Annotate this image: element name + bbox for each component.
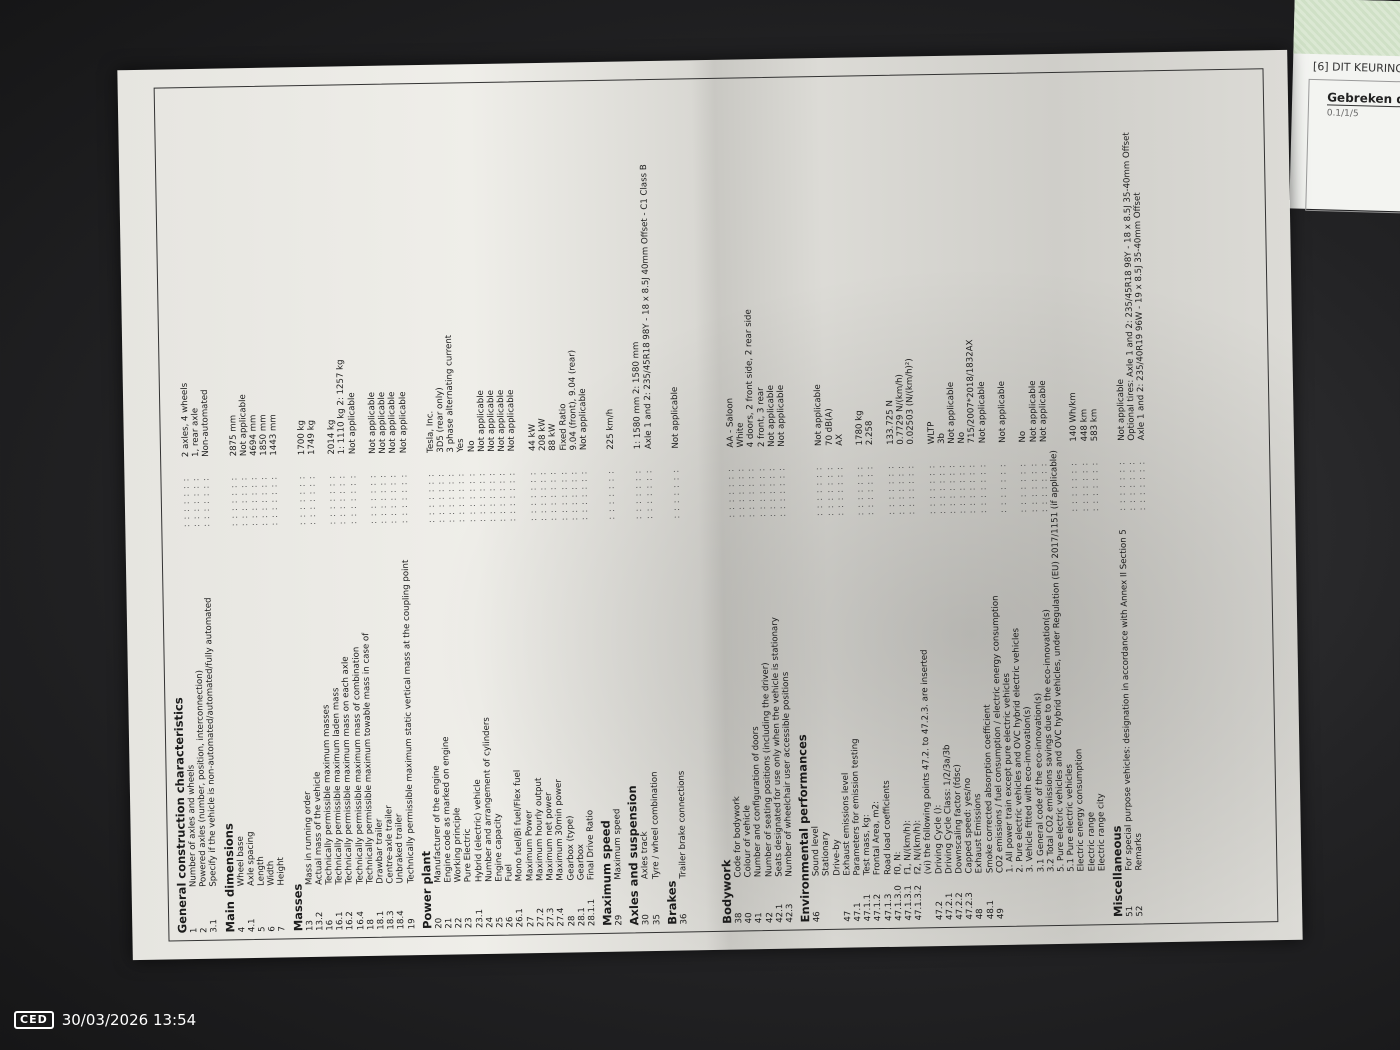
defects-code: 0.1/1/5: [1326, 108, 1359, 120]
spec-number: 7: [277, 925, 288, 932]
security-pattern: [1293, 0, 1400, 57]
leader-dots: : : : : : : :: [777, 466, 789, 517]
spec-number: [1097, 871, 1108, 917]
timestamp: 30/03/2026 13:54: [61, 1011, 197, 1029]
ced-logo: CED: [14, 1011, 54, 1029]
leader-dots: : : : : : : :: [1137, 460, 1149, 511]
spec-number: 42.3: [784, 903, 796, 923]
spec-number: 3.1: [209, 918, 220, 933]
background-inspection-document: [6] DIT KEURINGS Gebreken d 0.1/1/5: [1289, 0, 1400, 214]
spec-number: [1145, 870, 1156, 916]
leader-dots: : : : : : : :: [399, 473, 410, 524]
defects-box: Gebreken d 0.1/1/5: [1305, 78, 1400, 214]
leader-dots: : : : : : : :: [671, 468, 682, 519]
leader-dots: : : : : : : :: [1090, 461, 1101, 512]
spec-list: General construction characteristics 1 Num…: [158, 66, 1156, 933]
leader-dots: : : : : : : :: [606, 469, 618, 520]
spec-number: 28.1.1: [586, 898, 598, 927]
spec-number: 29: [614, 914, 625, 926]
spec-number: 36: [678, 913, 690, 925]
leader-dots: : : : : : : :: [643, 469, 655, 520]
spec-number: 35: [651, 913, 662, 926]
photo-stamp: CED 30/03/2026 13:54: [14, 1011, 196, 1029]
leader-dots: : : : : : : :: [269, 475, 281, 526]
inspection-header: [6] DIT KEURINGS: [1312, 59, 1400, 76]
spec-number: 19: [406, 918, 418, 930]
vehicle-spec-sheet: General construction characteristics 1 Num…: [117, 49, 1303, 961]
leader-dots: : : : : : : :: [579, 470, 591, 521]
defects-title: Gebreken d: [1326, 90, 1400, 108]
leader-dots: : : : : : : :: [201, 477, 213, 527]
